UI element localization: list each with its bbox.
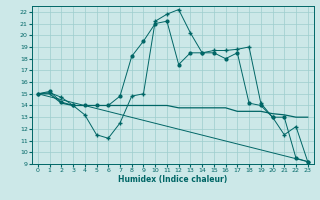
X-axis label: Humidex (Indice chaleur): Humidex (Indice chaleur) bbox=[118, 175, 228, 184]
